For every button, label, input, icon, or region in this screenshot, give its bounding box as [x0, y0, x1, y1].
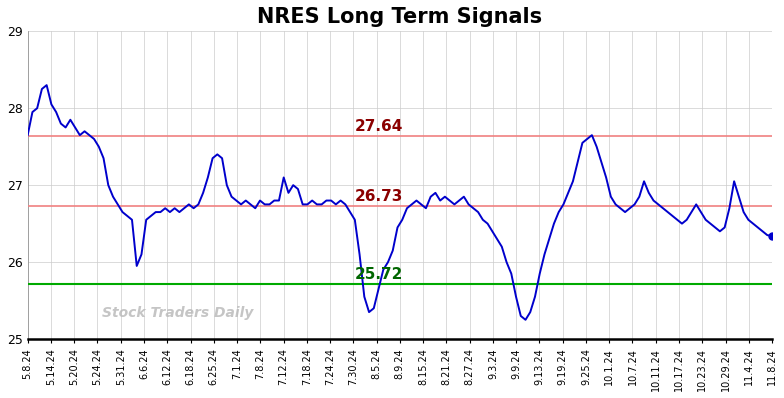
Text: Stock Traders Daily: Stock Traders Daily: [102, 306, 253, 320]
Text: 27.64: 27.64: [355, 119, 404, 134]
Text: 14:03: 14:03: [0, 397, 1, 398]
Title: NRES Long Term Signals: NRES Long Term Signals: [257, 7, 543, 27]
Text: 25.72: 25.72: [355, 267, 404, 282]
Text: 26.34: 26.34: [0, 397, 1, 398]
Text: 26.73: 26.73: [355, 189, 404, 204]
